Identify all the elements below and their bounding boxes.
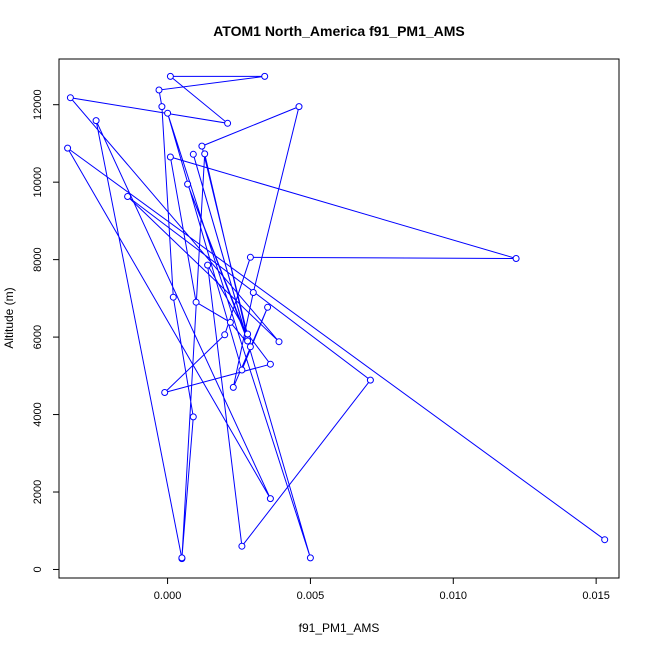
data-point — [244, 337, 252, 345]
y-tick-label: 10000 — [32, 167, 44, 198]
data-point — [229, 383, 237, 391]
data-point — [601, 536, 609, 544]
data-point — [198, 142, 206, 150]
y-tick-label: 6000 — [32, 325, 44, 349]
data-point — [124, 193, 132, 200]
data-point — [275, 338, 283, 346]
x-axis-label: f91_PM1_AMS — [299, 621, 380, 635]
data-point — [166, 153, 174, 161]
data-point — [166, 72, 174, 80]
chart-title: ATOM1 North_America f91_PM1_AMS — [213, 23, 465, 39]
data-point — [161, 389, 169, 396]
data-point — [244, 330, 252, 338]
data-point — [261, 72, 269, 80]
data-point — [266, 495, 274, 503]
data-point — [189, 413, 197, 421]
data-point — [158, 103, 166, 111]
data-point — [249, 289, 257, 296]
y-tick-label: 8000 — [32, 247, 44, 271]
data-point — [92, 117, 100, 125]
data-point — [264, 303, 272, 311]
x-tick-label: 0.005 — [297, 590, 325, 602]
y-tick-label: 4000 — [32, 402, 44, 426]
x-tick-label: 0.000 — [154, 590, 182, 602]
data-point — [246, 343, 254, 351]
plot-area — [64, 72, 609, 563]
x-tick-label: 0.010 — [440, 590, 468, 602]
data-point — [201, 150, 209, 158]
data-point — [246, 253, 254, 261]
data-point — [221, 331, 229, 339]
data-point — [306, 554, 314, 562]
data-point — [295, 103, 303, 111]
y-tick-label: 0 — [32, 566, 44, 572]
data-point — [178, 554, 186, 562]
x-tick-label: 0.015 — [582, 590, 610, 602]
y-tick-label: 12000 — [32, 89, 44, 120]
data-point — [184, 180, 192, 188]
data-point — [64, 144, 72, 152]
data-point — [66, 94, 74, 102]
data-point — [169, 293, 177, 301]
data-point — [512, 255, 520, 262]
data-point — [226, 318, 234, 326]
y-axis-label: Altitude (m) — [2, 287, 16, 348]
series-line — [67, 75, 605, 559]
data-point — [204, 261, 212, 269]
data-point — [238, 542, 246, 550]
data-point — [238, 366, 246, 374]
data-point — [366, 376, 374, 384]
x-axis: 0.000 0.005 0.010 0.015 — [154, 578, 610, 602]
data-point — [192, 298, 200, 306]
data-point — [266, 360, 274, 368]
data-point — [224, 119, 232, 127]
plot-frame — [58, 58, 620, 579]
data-point — [164, 109, 172, 117]
y-axis: 0 2000 4000 6000 8000 10000 12000 — [32, 89, 59, 573]
data-point — [189, 150, 197, 158]
y-tick-label: 2000 — [32, 480, 44, 504]
data-point — [155, 86, 163, 94]
